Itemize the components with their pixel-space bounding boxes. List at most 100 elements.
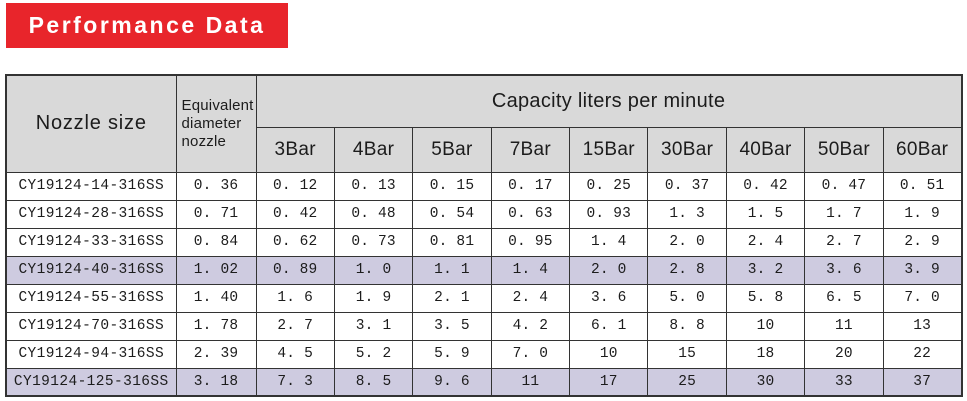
- nozzle-size-cell: CY19124-125-316SS: [5, 367, 177, 397]
- capacity-value-cell: 2. 0: [569, 255, 649, 285]
- col-header-capacity: Capacity liters per minute: [255, 74, 963, 128]
- capacity-value-cell: 3. 6: [804, 255, 884, 285]
- capacity-value-cell: 6. 1: [569, 311, 649, 341]
- table-row: CY19124-33-316SS 0. 84 0. 62 0. 73 0. 81…: [5, 227, 963, 257]
- equivalent-diameter-cell: 1. 40: [175, 283, 257, 313]
- performance-data-table: Nozzle size Equivalent diameter nozzle C…: [5, 74, 963, 397]
- col-header-nozzle-size: Nozzle size: [5, 74, 177, 173]
- col-header-15bar: 15Bar: [569, 126, 649, 173]
- col-header-7bar: 7Bar: [490, 126, 571, 173]
- capacity-value-cell: 3. 6: [569, 283, 649, 313]
- capacity-value-cell: 8. 8: [647, 311, 727, 341]
- equivalent-diameter-cell: 1. 78: [175, 311, 257, 341]
- capacity-value-cell: 0. 48: [333, 199, 414, 229]
- equivalent-diameter-cell: 2. 39: [175, 339, 257, 369]
- nozzle-size-cell: CY19124-33-316SS: [5, 227, 177, 257]
- capacity-value-cell: 0. 81: [412, 227, 492, 257]
- capacity-value-cell: 30: [725, 367, 806, 397]
- capacity-value-cell: 5. 9: [412, 339, 492, 369]
- capacity-value-cell: 10: [569, 339, 649, 369]
- capacity-value-cell: 33: [804, 367, 884, 397]
- nozzle-size-cell: CY19124-14-316SS: [5, 171, 177, 201]
- capacity-value-cell: 0. 62: [255, 227, 335, 257]
- capacity-value-cell: 1. 5: [725, 199, 806, 229]
- capacity-value-cell: 15: [647, 339, 727, 369]
- capacity-value-cell: 17: [569, 367, 649, 397]
- capacity-value-cell: 7. 0: [490, 339, 571, 369]
- header-row-capacity: Nozzle size Equivalent diameter nozzle C…: [5, 74, 963, 173]
- capacity-value-cell: 0. 12: [255, 171, 335, 201]
- capacity-value-cell: 0. 25: [569, 171, 649, 201]
- capacity-value-cell: 5. 2: [333, 339, 414, 369]
- table-row: CY19124-14-316SS 0. 36 0. 12 0. 13 0. 15…: [5, 171, 963, 201]
- col-header-equivalent-diameter: Equivalent diameter nozzle: [175, 74, 257, 173]
- capacity-value-cell: 1. 0: [333, 255, 414, 285]
- capacity-value-cell: 7. 0: [882, 283, 963, 313]
- table-row: CY19124-40-316SS 1. 02 0. 89 1. 0 1. 1 1…: [5, 255, 963, 285]
- capacity-value-cell: 0. 93: [569, 199, 649, 229]
- capacity-value-cell: 1. 9: [882, 199, 963, 229]
- capacity-value-cell: 8. 5: [333, 367, 414, 397]
- capacity-value-cell: 5. 0: [647, 283, 727, 313]
- capacity-value-cell: 0. 47: [804, 171, 884, 201]
- capacity-value-cell: 3. 5: [412, 311, 492, 341]
- header-row-pressures: 3Bar 4Bar 5Bar 7Bar 15Bar 30Bar 40Bar 50…: [6, 126, 963, 173]
- table-row: CY19124-125-316SS 3. 18 7. 3 8. 5 9. 6 1…: [5, 367, 963, 397]
- nozzle-size-cell: CY19124-28-316SS: [5, 199, 177, 229]
- capacity-value-cell: 9. 6: [412, 367, 492, 397]
- equivalent-diameter-cell: 0. 84: [175, 227, 257, 257]
- col-header-40bar: 40Bar: [725, 126, 806, 173]
- col-header-30bar: 30Bar: [647, 126, 727, 173]
- capacity-value-cell: 0. 15: [412, 171, 492, 201]
- capacity-value-cell: 3. 1: [333, 311, 414, 341]
- col-header-3bar: 3Bar: [255, 126, 335, 173]
- nozzle-size-cell: CY19124-94-316SS: [5, 339, 177, 369]
- table-header: Nozzle size Equivalent diameter nozzle C…: [5, 74, 963, 173]
- equivalent-diameter-cell: 0. 71: [175, 199, 257, 229]
- table-row: CY19124-94-316SS 2. 39 4. 5 5. 2 5. 9 7.…: [5, 339, 963, 369]
- capacity-value-cell: 37: [882, 367, 963, 397]
- capacity-value-cell: 2. 0: [647, 227, 727, 257]
- capacity-value-cell: 11: [490, 367, 571, 397]
- capacity-value-cell: 0. 95: [490, 227, 571, 257]
- capacity-value-cell: 0. 37: [647, 171, 727, 201]
- capacity-value-cell: 0. 63: [490, 199, 571, 229]
- capacity-value-cell: 7. 3: [255, 367, 335, 397]
- table-row: CY19124-55-316SS 1. 40 1. 6 1. 9 2. 1 2.…: [5, 283, 963, 313]
- capacity-value-cell: 5. 8: [725, 283, 806, 313]
- capacity-value-cell: 0. 13: [333, 171, 414, 201]
- table-row: CY19124-70-316SS 1. 78 2. 7 3. 1 3. 5 4.…: [5, 311, 963, 341]
- capacity-value-cell: 0. 42: [255, 199, 335, 229]
- nozzle-size-cell: CY19124-55-316SS: [5, 283, 177, 313]
- capacity-value-cell: 1. 6: [255, 283, 335, 313]
- section-banner: Performance Data: [6, 3, 288, 48]
- equivalent-diameter-line: diameter: [181, 114, 242, 132]
- capacity-value-cell: 4. 5: [255, 339, 335, 369]
- capacity-value-cell: 2. 4: [725, 227, 806, 257]
- nozzle-size-cell: CY19124-70-316SS: [5, 311, 177, 341]
- capacity-value-cell: 2. 4: [490, 283, 571, 313]
- capacity-value-cell: 0. 89: [255, 255, 335, 285]
- equivalent-diameter-cell: 3. 18: [175, 367, 257, 397]
- capacity-value-cell: 18: [725, 339, 806, 369]
- capacity-value-cell: 0. 42: [725, 171, 806, 201]
- capacity-value-cell: 20: [804, 339, 884, 369]
- capacity-value-cell: 2. 7: [255, 311, 335, 341]
- capacity-value-cell: 1. 7: [804, 199, 884, 229]
- capacity-value-cell: 4. 2: [490, 311, 571, 341]
- capacity-value-cell: 11: [804, 311, 884, 341]
- capacity-value-cell: 0. 17: [490, 171, 571, 201]
- capacity-value-cell: 25: [647, 367, 727, 397]
- capacity-value-cell: 0. 51: [882, 171, 963, 201]
- capacity-value-cell: 6. 5: [804, 283, 884, 313]
- capacity-value-cell: 0. 54: [412, 199, 492, 229]
- capacity-value-cell: 22: [882, 339, 963, 369]
- capacity-value-cell: 2. 1: [412, 283, 492, 313]
- capacity-value-cell: 2. 9: [882, 227, 963, 257]
- capacity-value-cell: 3. 2: [725, 255, 806, 285]
- capacity-value-cell: 2. 8: [647, 255, 727, 285]
- capacity-value-cell: 1. 3: [647, 199, 727, 229]
- equivalent-diameter-cell: 1. 02: [175, 255, 257, 285]
- col-header-60bar: 60Bar: [882, 126, 963, 173]
